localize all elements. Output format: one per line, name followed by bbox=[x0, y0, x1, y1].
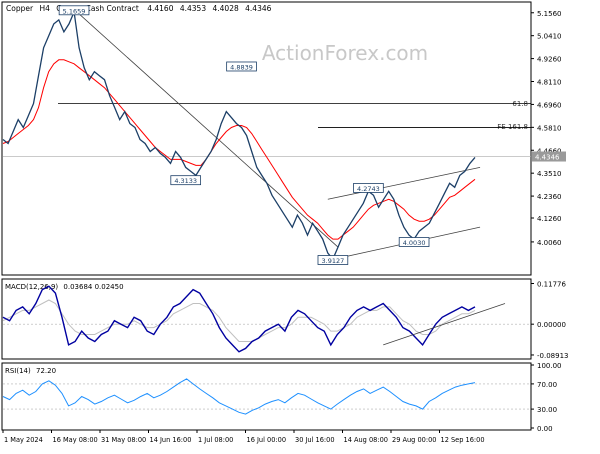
price-ytick-label: 4.5810 bbox=[537, 124, 562, 132]
macd-signal-line bbox=[2, 299, 476, 342]
macd-panel-frame bbox=[1, 278, 532, 360]
ohlc-open: 4.4160 bbox=[147, 4, 173, 13]
rsi-ytick-label: 100.00 bbox=[537, 362, 562, 370]
price-ytick-label: 4.4660 bbox=[537, 147, 562, 155]
xtick-label: 14 Jun 16:00 bbox=[150, 436, 192, 444]
trendline-down bbox=[78, 13, 339, 248]
ohlc-close: 4.4346 bbox=[245, 4, 271, 13]
rsi-label: RSI(14) 72.20 bbox=[5, 367, 56, 375]
price-panel-frame bbox=[1, 1, 532, 276]
xtick-label: 16 Jul 00:00 bbox=[247, 436, 287, 444]
annotation-label: 3.9127 bbox=[322, 257, 345, 265]
rsi-panel-frame bbox=[1, 362, 532, 431]
macd-ytick-label: 0.11776 bbox=[537, 281, 566, 289]
current-price-tag bbox=[532, 151, 566, 162]
price-ytick-label: 4.0060 bbox=[537, 239, 562, 247]
rsi-name: RSI(14) bbox=[5, 367, 31, 375]
current-price-label: 4.4346 bbox=[535, 154, 560, 162]
ema-line bbox=[2, 59, 476, 240]
macd-ytick-label: 0.00000 bbox=[537, 321, 566, 329]
price-ytick-label: 4.2360 bbox=[537, 193, 562, 201]
xtick-label: 16 May 08:00 bbox=[53, 436, 98, 444]
ohlc-low: 4.4028 bbox=[213, 4, 239, 13]
annotation-box bbox=[317, 255, 349, 265]
price-ytick-label: 4.9260 bbox=[537, 56, 562, 64]
annotation-label: 4.8839 bbox=[230, 63, 253, 71]
ohlc-high: 4.4353 bbox=[180, 4, 206, 13]
price-ytick-label: 4.6960 bbox=[537, 101, 562, 109]
chart-marks: 5.1560 5.0410 4.9260 4.8110 4.6960 4.5810 4.46… bbox=[2, 5, 568, 444]
price-ytick-label: 5.0410 bbox=[537, 33, 562, 41]
annotation-box bbox=[398, 237, 430, 247]
channel-upper-line bbox=[327, 167, 481, 200]
price-ytick-label: 5.1560 bbox=[537, 10, 562, 18]
rsi-ytick-label: 30.00 bbox=[537, 406, 557, 414]
annotation-box bbox=[58, 5, 90, 16]
macd-ytick-label: -0.08913 bbox=[537, 352, 568, 360]
macd-values: 0.03684 0.02450 bbox=[63, 283, 123, 291]
annotation-box bbox=[226, 61, 257, 72]
price-ytick-label: 4.1260 bbox=[537, 215, 562, 223]
fe-1618-label: FE 161.8 bbox=[497, 123, 528, 131]
instrument-label: Copper Cash Contract bbox=[56, 4, 139, 13]
annotation-label: 4.2743 bbox=[357, 185, 380, 193]
xtick-label: 1 Jul 08:00 bbox=[198, 436, 233, 444]
watermark: ActionForex.com bbox=[262, 41, 428, 65]
xtick-label: 30 Jul 16:00 bbox=[295, 436, 335, 444]
chart-header: Copper H4 Copper Cash Contract 4.4160 4.… bbox=[6, 4, 272, 13]
price-ytick-label: 4.3510 bbox=[537, 170, 562, 178]
macd-trendline bbox=[383, 303, 506, 346]
xtick-label: 14 Aug 08:00 bbox=[344, 436, 388, 444]
macd-line bbox=[2, 285, 476, 353]
price-line bbox=[2, 9, 476, 261]
rsi-line bbox=[2, 378, 476, 415]
annotation-label: 4.3133 bbox=[174, 177, 197, 185]
macd-name: MACD(12,26,9) bbox=[5, 283, 58, 291]
macd-label: MACD(12,26,9) 0.03684 0.02450 bbox=[5, 283, 124, 291]
annotation-box bbox=[170, 175, 202, 186]
timeframe-label: H4 bbox=[39, 4, 50, 13]
rsi-ytick-label: 70.00 bbox=[537, 381, 557, 389]
symbol-label: Copper bbox=[6, 4, 34, 13]
annotation-label: 4.0030 bbox=[403, 239, 426, 247]
xtick-label: 12 Sep 16:00 bbox=[441, 436, 485, 444]
xtick-label: 31 May 08:00 bbox=[101, 436, 146, 444]
annotation-box bbox=[353, 183, 384, 193]
xtick-label: 1 May 2024 bbox=[4, 436, 43, 444]
annotation-label: 5.1659 bbox=[63, 7, 86, 15]
price-ytick-label: 4.8110 bbox=[537, 79, 562, 87]
rsi-ytick-label: 0.00 bbox=[537, 425, 553, 433]
rsi-values: 72.20 bbox=[36, 367, 56, 375]
xtick-label: 29 Aug 00:00 bbox=[392, 436, 436, 444]
